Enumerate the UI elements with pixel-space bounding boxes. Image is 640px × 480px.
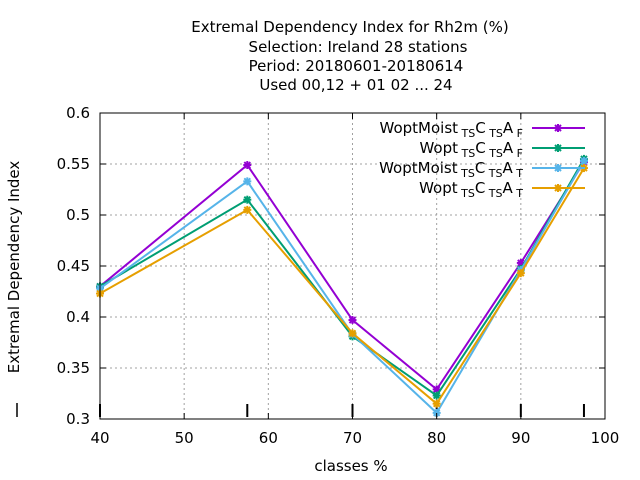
marker-stroke: [243, 161, 251, 169]
legend-marker: [554, 164, 562, 172]
frequency-marks: [99, 404, 585, 417]
y-tick-labels: 0.3 0.35 0.4 0.45 0.5 0.55 0.6: [57, 104, 90, 428]
legend-label: WoptMoist TSC TSA F: [380, 119, 524, 140]
series-line: [99, 167, 585, 406]
legend-label: WoptMoist TSC TSA T: [379, 159, 523, 180]
marker-stroke: [554, 144, 562, 152]
data-point: [348, 316, 357, 325]
marker-stroke: [554, 184, 562, 192]
marker-stroke: [580, 157, 588, 165]
data-point: [516, 269, 525, 278]
data-point: [243, 205, 252, 214]
marker-stroke: [432, 399, 441, 408]
axis-ticks: [99, 112, 606, 420]
marker-stroke: [554, 124, 562, 132]
legend-marker: [554, 124, 562, 132]
x-tick-label: 60: [259, 429, 278, 447]
marker-stroke: [554, 164, 562, 172]
legend-marker: [554, 184, 562, 192]
title-line-1: Extremal Dependency Index for Rh2m (%): [191, 18, 509, 36]
marker-stroke: [517, 259, 525, 267]
series-4: [96, 164, 588, 408]
marker-stroke: [432, 409, 441, 417]
y-tick-label: 0.6: [66, 104, 90, 122]
legend-entry-2: Wopt TSC TSA F: [419, 139, 585, 160]
y-tick-label: 0.3: [66, 410, 90, 428]
legend-label: Wopt TSC TSA F: [419, 139, 523, 160]
title-line-2: Selection: Ireland 28 stations: [249, 38, 468, 56]
data-point: [243, 161, 252, 170]
x-axis-label: classes %: [314, 457, 387, 475]
data-point: [579, 156, 588, 165]
legend-entry-4: Wopt TSC TSA T: [419, 179, 585, 200]
marker-stroke: [243, 177, 251, 186]
data-point: [432, 391, 441, 400]
y-tick-label: 0.45: [57, 257, 90, 275]
title-line-3: Period: 20180601-20180614: [249, 57, 464, 75]
y-tick-label: 0.55: [57, 155, 90, 173]
y-axis-label: Extremal Dependency Index: [5, 161, 23, 374]
legend-marker: [554, 144, 562, 152]
series-line: [99, 160, 585, 415]
marker-stroke: [517, 269, 525, 277]
data-point: [243, 195, 252, 204]
grid: [100, 113, 605, 419]
marker-stroke: [243, 206, 251, 214]
title-line-4: Used 00,12 + 01 02 ... 24: [259, 76, 452, 94]
series-line: [99, 161, 585, 391]
marker-stroke: [432, 385, 441, 394]
legend-label: Wopt TSC TSA T: [419, 179, 523, 200]
x-tick-labels: 40 50 60 70 80 90 100: [90, 429, 619, 447]
data-point: [243, 177, 252, 186]
data-point: [432, 399, 441, 408]
y-tick-label: 0.4: [66, 308, 90, 326]
legend-entry-3: WoptMoist TSC TSA T: [379, 159, 585, 180]
marker-stroke: [432, 391, 441, 400]
x-tick-label: 90: [511, 429, 530, 447]
marker-stroke: [348, 316, 357, 324]
x-tick-label: 50: [175, 429, 194, 447]
y-tick-label: 0.35: [57, 359, 90, 377]
series-3: [96, 156, 588, 417]
x-tick-label: 100: [591, 429, 620, 447]
y-tick-label: 0.5: [66, 206, 90, 224]
legend-entry-1: WoptMoist TSC TSA F: [380, 119, 585, 140]
x-tick-label: 80: [427, 429, 446, 447]
data-point: [348, 329, 357, 338]
x-tick-label: 70: [343, 429, 362, 447]
data-point: [432, 408, 441, 417]
chart-title: Extremal Dependency Index for Rh2m (%) S…: [191, 18, 509, 94]
marker-stroke: [348, 329, 357, 338]
marker-stroke: [243, 195, 251, 204]
x-tick-label: 40: [90, 429, 109, 447]
